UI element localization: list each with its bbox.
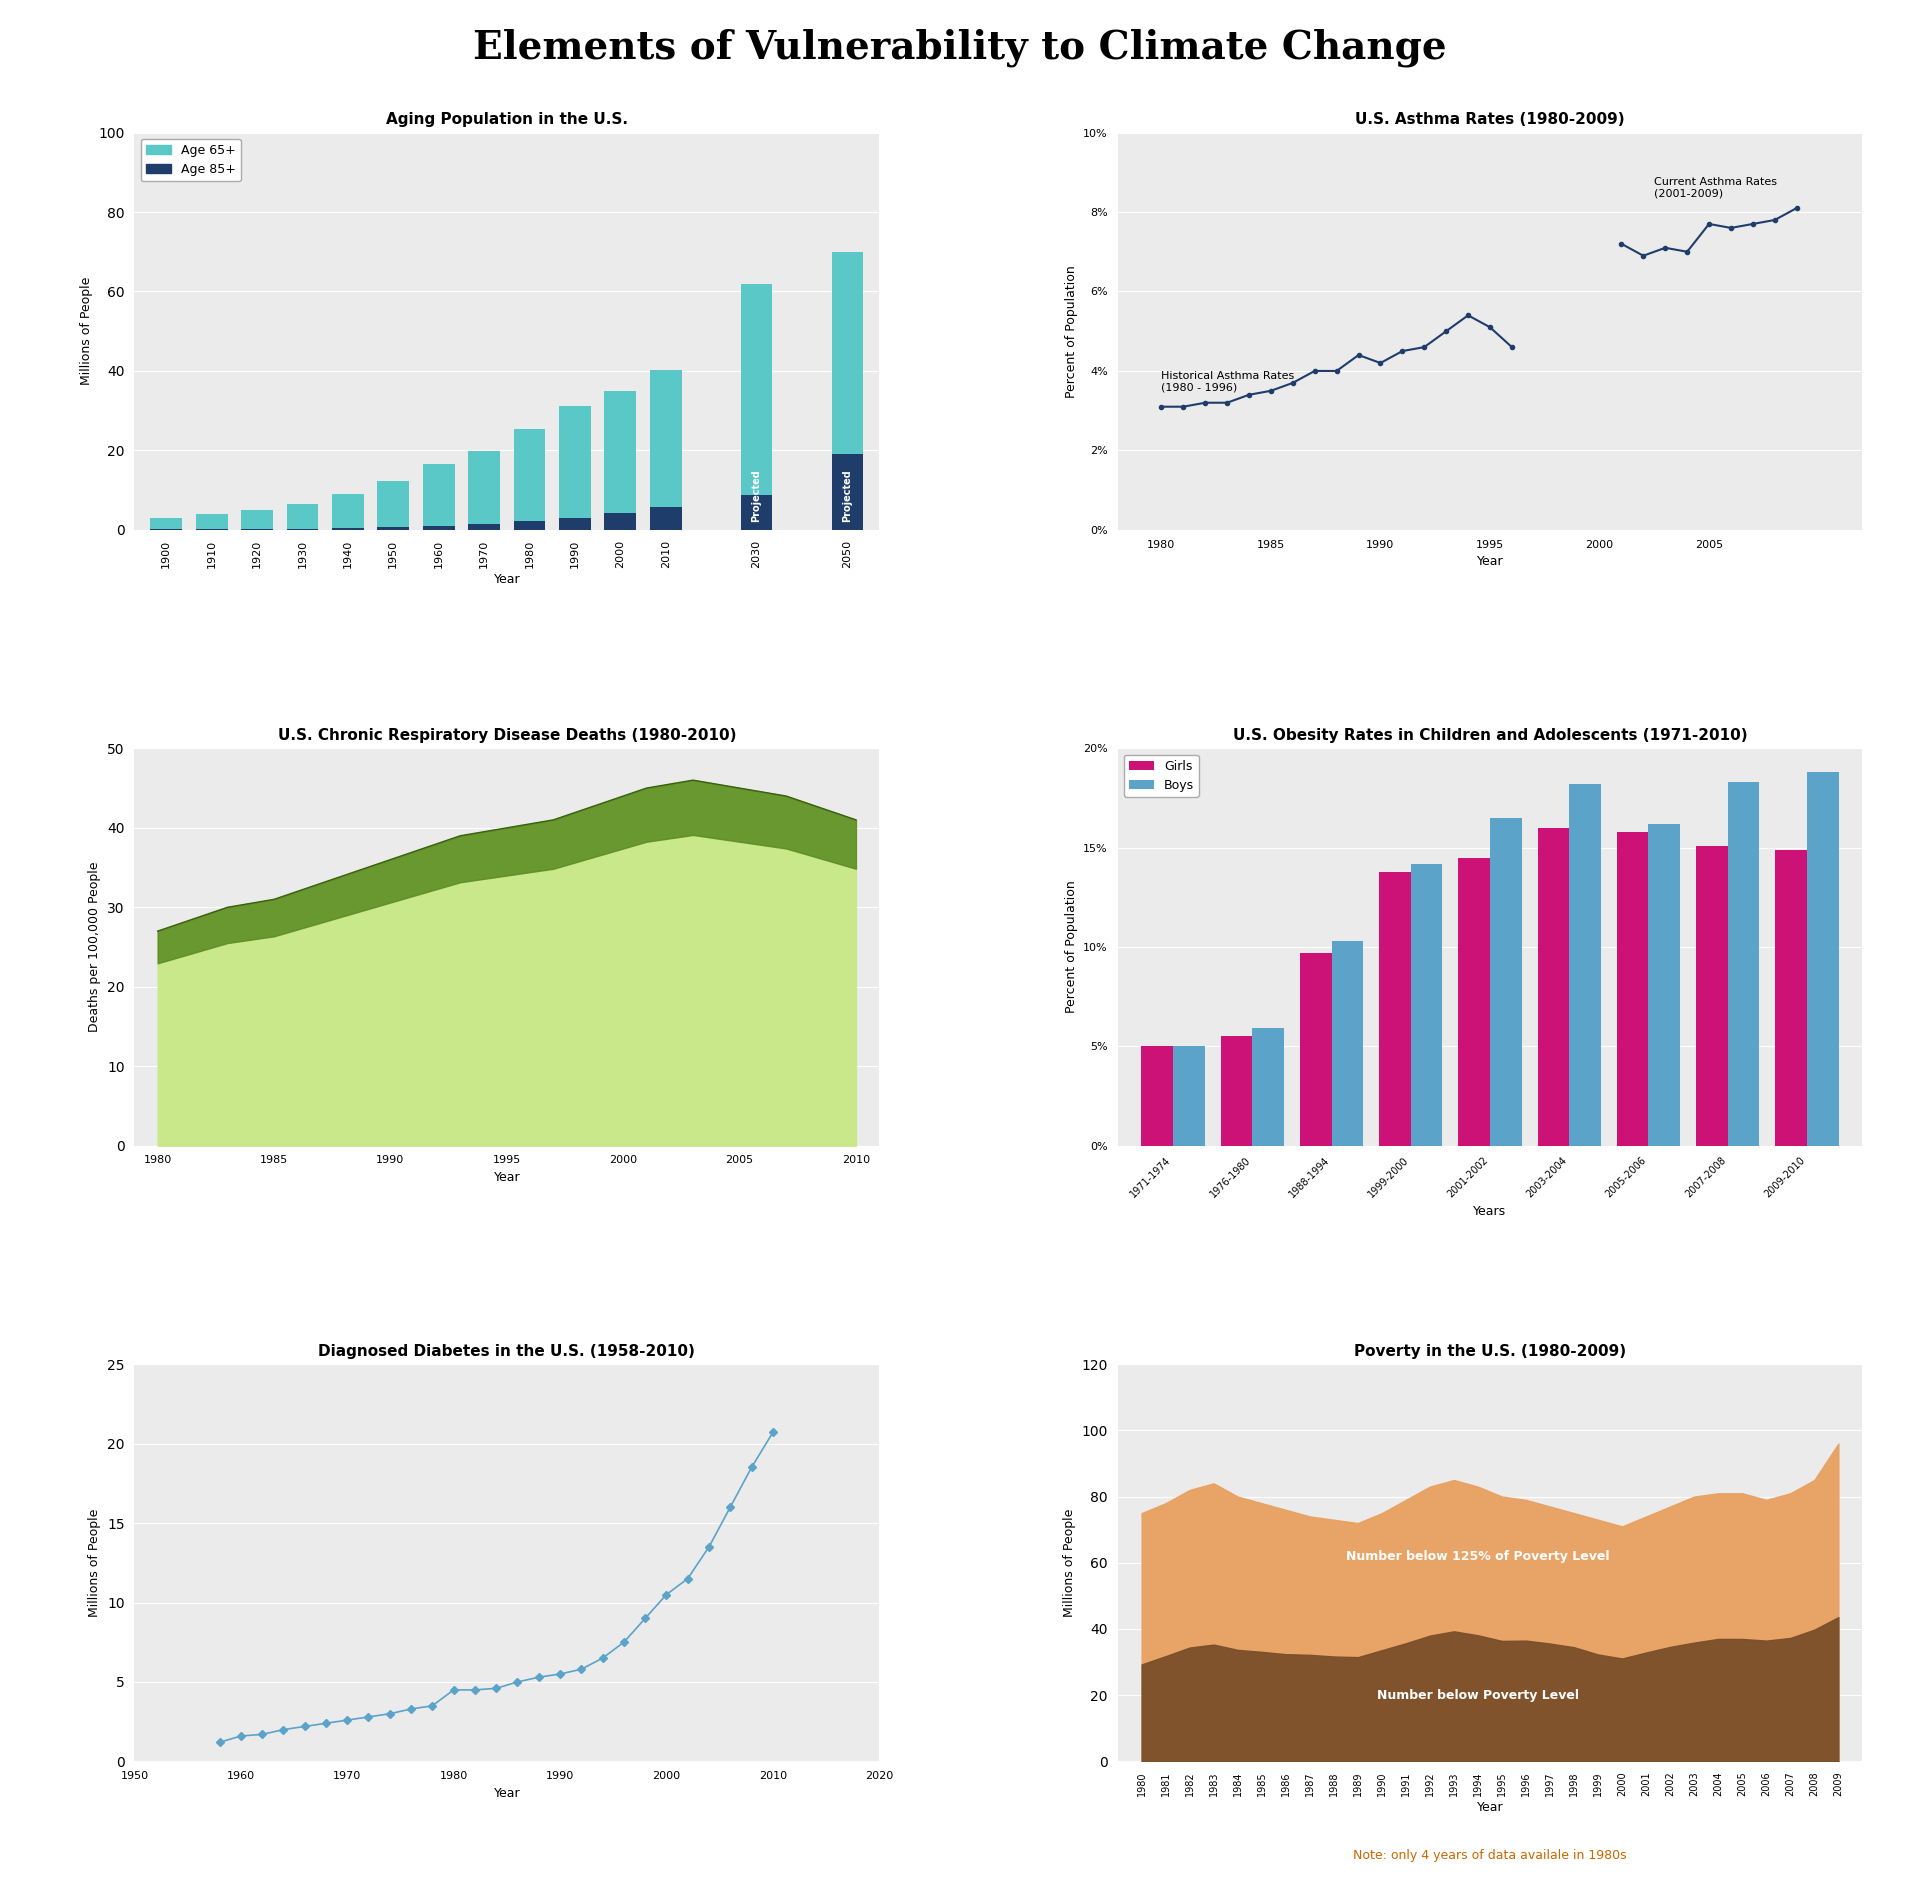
X-axis label: Year: Year xyxy=(1476,1801,1503,1814)
Bar xyxy=(831,455,864,530)
Bar xyxy=(1490,818,1523,1146)
Bar xyxy=(1776,850,1807,1146)
Bar xyxy=(649,369,682,530)
Bar xyxy=(150,517,182,530)
Legend: Girls, Boys: Girls, Boys xyxy=(1123,754,1198,797)
Y-axis label: Percent of Population: Percent of Population xyxy=(1064,881,1077,1013)
Bar xyxy=(1569,784,1601,1146)
Bar xyxy=(1649,824,1680,1146)
Bar xyxy=(286,504,319,530)
Bar xyxy=(559,517,591,530)
Title: U.S. Obesity Rates in Children and Adolescents (1971-2010): U.S. Obesity Rates in Children and Adole… xyxy=(1233,727,1747,742)
Bar xyxy=(1411,864,1442,1146)
Y-axis label: Millions of People: Millions of People xyxy=(1064,1510,1075,1617)
Bar xyxy=(1331,941,1363,1146)
Bar xyxy=(378,527,409,530)
Bar xyxy=(378,481,409,530)
X-axis label: Years: Years xyxy=(1473,1205,1507,1218)
Text: Historical Asthma Rates
(1980 - 1996): Historical Asthma Rates (1980 - 1996) xyxy=(1162,371,1294,392)
Bar xyxy=(1728,782,1759,1146)
Text: Projected: Projected xyxy=(843,470,852,523)
Bar xyxy=(515,428,545,530)
Y-axis label: Percent of Population: Percent of Population xyxy=(1066,265,1077,398)
Text: Note: only 4 years of data availale in 1980s: Note: only 4 years of data availale in 1… xyxy=(1354,1849,1626,1862)
Bar xyxy=(1221,1036,1252,1146)
Bar xyxy=(1379,871,1411,1146)
X-axis label: Year: Year xyxy=(493,1786,520,1799)
Bar xyxy=(422,464,455,530)
Bar xyxy=(605,513,636,530)
X-axis label: Year: Year xyxy=(493,1170,520,1184)
Title: U.S. Asthma Rates (1980-2009): U.S. Asthma Rates (1980-2009) xyxy=(1356,112,1624,127)
Bar xyxy=(1538,828,1569,1146)
Legend: Age 65+, Age 85+: Age 65+, Age 85+ xyxy=(140,138,240,182)
Bar xyxy=(1459,858,1490,1146)
Bar xyxy=(1173,1045,1204,1146)
Text: Elements of Vulnerability to Climate Change: Elements of Vulnerability to Climate Cha… xyxy=(472,28,1448,66)
Bar xyxy=(605,390,636,530)
Bar xyxy=(831,252,864,530)
Y-axis label: Millions of People: Millions of People xyxy=(88,1510,102,1617)
X-axis label: Year: Year xyxy=(1476,555,1503,568)
Text: Number below Poverty Level: Number below Poverty Level xyxy=(1377,1689,1578,1701)
Bar xyxy=(332,494,363,530)
Bar xyxy=(422,527,455,530)
Y-axis label: Deaths per 100,000 People: Deaths per 100,000 People xyxy=(88,862,102,1032)
Bar xyxy=(468,525,499,530)
Bar xyxy=(649,508,682,530)
Bar xyxy=(1695,847,1728,1146)
Bar xyxy=(741,496,772,530)
Bar xyxy=(1252,1028,1284,1146)
Bar xyxy=(559,407,591,530)
X-axis label: Year: Year xyxy=(493,574,520,587)
Bar xyxy=(1140,1045,1173,1146)
Title: Poverty in the U.S. (1980-2009): Poverty in the U.S. (1980-2009) xyxy=(1354,1345,1626,1358)
Bar xyxy=(741,284,772,530)
Bar xyxy=(1617,831,1649,1146)
Title: Diagnosed Diabetes in the U.S. (1958-2010): Diagnosed Diabetes in the U.S. (1958-201… xyxy=(319,1345,695,1358)
Bar xyxy=(196,515,227,530)
Bar xyxy=(1300,953,1331,1146)
Bar xyxy=(468,451,499,530)
Bar xyxy=(1807,773,1839,1146)
Text: Number below 125% of Poverty Level: Number below 125% of Poverty Level xyxy=(1346,1549,1609,1563)
Title: U.S. Chronic Respiratory Disease Deaths (1980-2010): U.S. Chronic Respiratory Disease Deaths … xyxy=(278,727,735,742)
Bar xyxy=(242,509,273,530)
Y-axis label: Millions of People: Millions of People xyxy=(81,277,92,384)
Text: Projected: Projected xyxy=(751,470,762,523)
Bar xyxy=(515,521,545,530)
Text: Current Asthma Rates
(2001-2009): Current Asthma Rates (2001-2009) xyxy=(1655,176,1778,199)
Title: Aging Population in the U.S.: Aging Population in the U.S. xyxy=(386,112,628,127)
